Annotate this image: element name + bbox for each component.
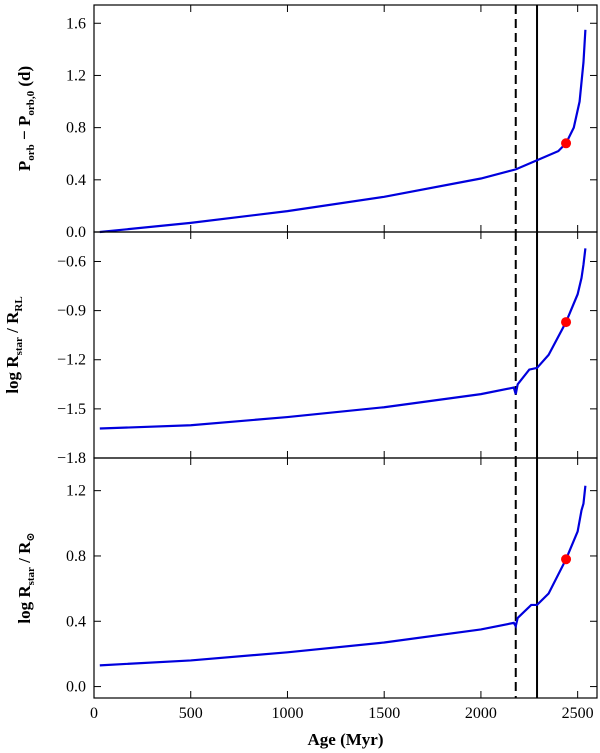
y-tick-label: 1.2: [66, 67, 86, 84]
y-tick-label: 0.8: [66, 548, 86, 565]
y-axis-label-part: star: [25, 567, 37, 585]
y-tick-label: −1.2: [57, 352, 86, 369]
line-series: [99, 248, 587, 430]
x-tick-label: 2500: [562, 705, 594, 722]
y-axis-label-part: (d): [15, 66, 34, 91]
y-axis-label-part: / R: [3, 311, 22, 337]
y-tick-label: 1.6: [66, 15, 86, 32]
y-axis-label-part: log R: [3, 355, 22, 394]
y-tick-label: −0.6: [57, 253, 86, 270]
x-tick-label: 0: [90, 705, 98, 722]
y-tick-label: 0.4: [66, 613, 86, 630]
y-tick-label: −1.5: [57, 401, 86, 418]
plot-frame: [93, 4, 598, 233]
x-tick-label: 1500: [368, 705, 400, 722]
line-series: [99, 485, 587, 667]
y-tick-label: −1.8: [57, 450, 86, 467]
y-axis-label-part: P: [15, 161, 34, 171]
y-axis-label: log Rstar / RRL: [3, 296, 25, 393]
y-axis-label-part: star: [13, 337, 25, 355]
x-axis-label: Age (Myr): [308, 730, 384, 749]
y-axis-label-part: / R: [15, 541, 34, 567]
y-tick-label: 0.8: [66, 120, 86, 137]
y-axis-label-part: orb,0: [25, 90, 37, 115]
y-axis-label-part: ⊙: [25, 532, 37, 541]
marker: [561, 317, 572, 328]
x-tick-label: 1000: [271, 705, 303, 722]
marker: [561, 138, 572, 149]
line-series: [99, 29, 587, 234]
y-tick-label: −0.9: [57, 303, 86, 320]
y-tick-label: 1.2: [66, 483, 86, 500]
marker: [561, 554, 572, 565]
plot-frame: [93, 231, 598, 459]
x-tick-label: 2000: [465, 705, 497, 722]
y-tick-label: 0.0: [66, 224, 86, 241]
y-tick-label: 0.0: [66, 679, 86, 696]
y-axis-label-part: log R: [15, 585, 34, 624]
y-axis-label-part: orb: [25, 144, 37, 161]
y-tick-label: 0.4: [66, 172, 86, 189]
plot-frame: [93, 457, 598, 699]
y-axis-label: Porb − Porb,0 (d): [15, 66, 37, 171]
y-axis-label-part: − P: [15, 116, 34, 145]
y-axis-label-part: RL: [13, 296, 25, 311]
x-tick-label: 500: [179, 705, 203, 722]
y-axis-label: log Rstar / R⊙: [15, 532, 37, 623]
